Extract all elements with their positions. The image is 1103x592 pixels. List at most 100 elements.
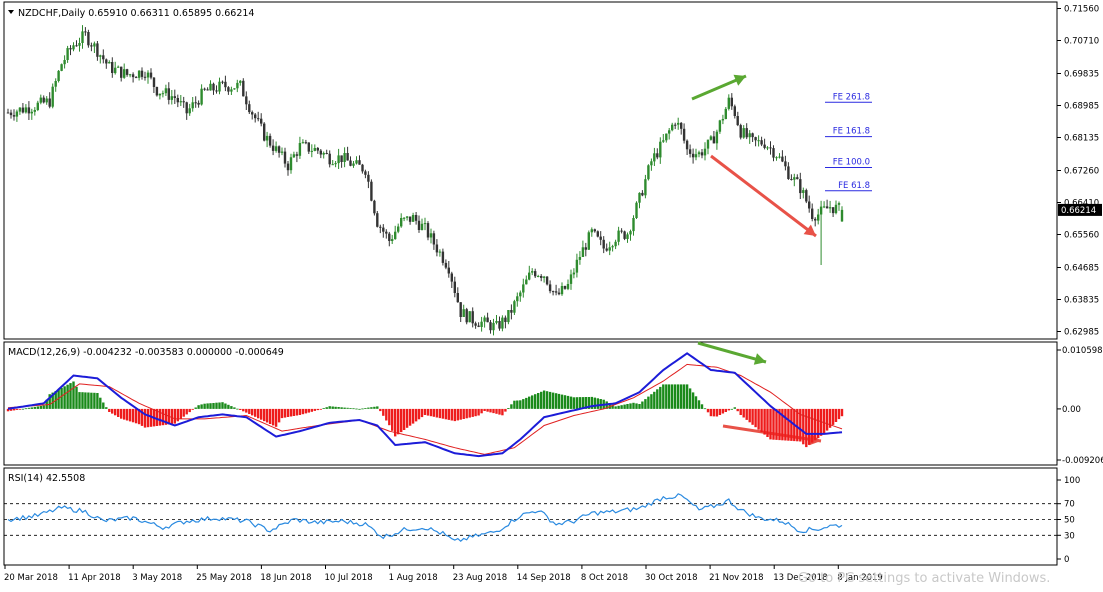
macd-histogram-bar [435, 408, 439, 418]
candle-body [706, 139, 710, 149]
candle-body [522, 284, 525, 293]
candle-body [361, 164, 364, 172]
macd-histogram-bar [96, 393, 99, 409]
macd-histogram-bar [420, 408, 424, 418]
candle-body [212, 83, 215, 91]
candle-body [96, 43, 99, 57]
fibonacci-extension[interactable]: FE 261.8 FE 161.8 FE 100.0 FE 61.8 [825, 92, 872, 192]
macd-histogram-bar [447, 408, 450, 420]
annotation-arrows [691, 74, 822, 446]
candle-body [54, 81, 57, 87]
macd-histogram-bar [575, 397, 579, 409]
candle-body [265, 135, 269, 141]
candle-body [149, 72, 153, 78]
candle-body [492, 322, 495, 331]
candle-body [715, 131, 719, 144]
price-tick-label: 0.67260 [1064, 167, 1099, 177]
macd-histogram-bar [477, 408, 480, 416]
macd-histogram-bar [188, 408, 191, 413]
macd-histogram-bar [72, 381, 75, 409]
candle-body [665, 133, 668, 141]
macd-pane[interactable] [3, 341, 1058, 466]
candle-body [769, 147, 772, 149]
macd-histogram-bar [388, 408, 391, 426]
candle-body [504, 317, 507, 322]
candle-body [239, 80, 242, 83]
macd-histogram-bar [525, 397, 528, 409]
candle-body [125, 69, 129, 75]
macd-histogram-bar [644, 399, 647, 409]
candle-body [84, 31, 87, 33]
candle-body [727, 97, 730, 109]
macd-histogram-bar [376, 406, 379, 409]
time-tick-label: 8 Jan 2019 [837, 573, 883, 583]
macd-histogram-bar [569, 396, 573, 409]
trend-arrow-line [722, 424, 822, 443]
candle-body [584, 247, 587, 250]
candle-body [465, 309, 468, 323]
macd-histogram-bar [36, 406, 39, 409]
macd-histogram-bar [629, 403, 632, 409]
macd-histogram-bar [328, 406, 331, 409]
candle-body [271, 145, 275, 151]
macd-histogram-bar [245, 408, 248, 413]
candle-body [414, 215, 418, 221]
macd-histogram-bar [69, 383, 72, 409]
candle-body [197, 102, 200, 105]
candle-body [814, 218, 817, 221]
time-axis[interactable]: 20 Mar 2018 11 Apr 2018 3 May 2018 25 May 2… [4, 565, 883, 583]
macd-histogram-bar [763, 408, 766, 435]
candle-body [483, 317, 486, 322]
macd-histogram-bar [736, 408, 739, 412]
candle-body [367, 174, 370, 182]
candle-body [516, 296, 519, 302]
candle-body [507, 310, 510, 323]
macd-histogram-bar [685, 384, 689, 409]
candle-body [569, 274, 573, 284]
macd-histogram-bar [656, 389, 659, 409]
macd-histogram-bar [730, 408, 733, 410]
candle-body [629, 231, 632, 235]
candle-body [379, 226, 382, 228]
macd-histogram-bar [123, 408, 126, 420]
symbol-menu-icon[interactable] [8, 10, 14, 14]
macd-histogram-bar [248, 408, 251, 414]
candle-body [697, 152, 701, 155]
macd-histogram-bar [540, 391, 543, 409]
rsi-tick-label: 50 [1064, 516, 1075, 526]
candle-body [69, 48, 72, 50]
macd-histogram-bar [265, 408, 269, 423]
macd-histogram-bar [42, 405, 45, 409]
price-axis[interactable]: 0.71560 0.70710 0.69835 0.68985 0.68135 0.672… [1057, 5, 1102, 338]
macd-histogram-bar [438, 408, 442, 419]
candle-body [825, 206, 829, 209]
candle-body [659, 141, 662, 158]
macd-histogram-bar [271, 408, 275, 426]
candle-body [766, 147, 769, 149]
rsi-pane[interactable] [3, 467, 1058, 566]
time-tick-label: 8 Oct 2018 [581, 573, 628, 583]
macd-histogram-bar [340, 407, 343, 409]
candle-body [429, 233, 433, 238]
macd-histogram-bar [745, 408, 748, 420]
candle-body [346, 153, 349, 161]
macd-histogram-bar [176, 408, 179, 422]
candle-body [557, 292, 561, 295]
candle-body [730, 97, 733, 107]
macd-histogram-bar [519, 400, 522, 409]
macd-histogram-bar [170, 408, 173, 424]
candle-body [15, 111, 19, 117]
macd-histogram-bar [659, 386, 662, 409]
macd-histogram-bar [819, 408, 823, 436]
macd-histogram-bar [21, 408, 25, 410]
macd-histogram-bar [417, 408, 421, 420]
macd-histogram-bar [200, 404, 203, 409]
candle-body [811, 208, 814, 219]
candle-body [626, 234, 629, 239]
macd-histogram-bar [522, 399, 525, 409]
candle-body [179, 101, 182, 103]
candle-body [694, 154, 698, 158]
macd-histogram-bar [563, 395, 567, 409]
candle-body [668, 130, 671, 134]
candle-body [111, 62, 114, 73]
